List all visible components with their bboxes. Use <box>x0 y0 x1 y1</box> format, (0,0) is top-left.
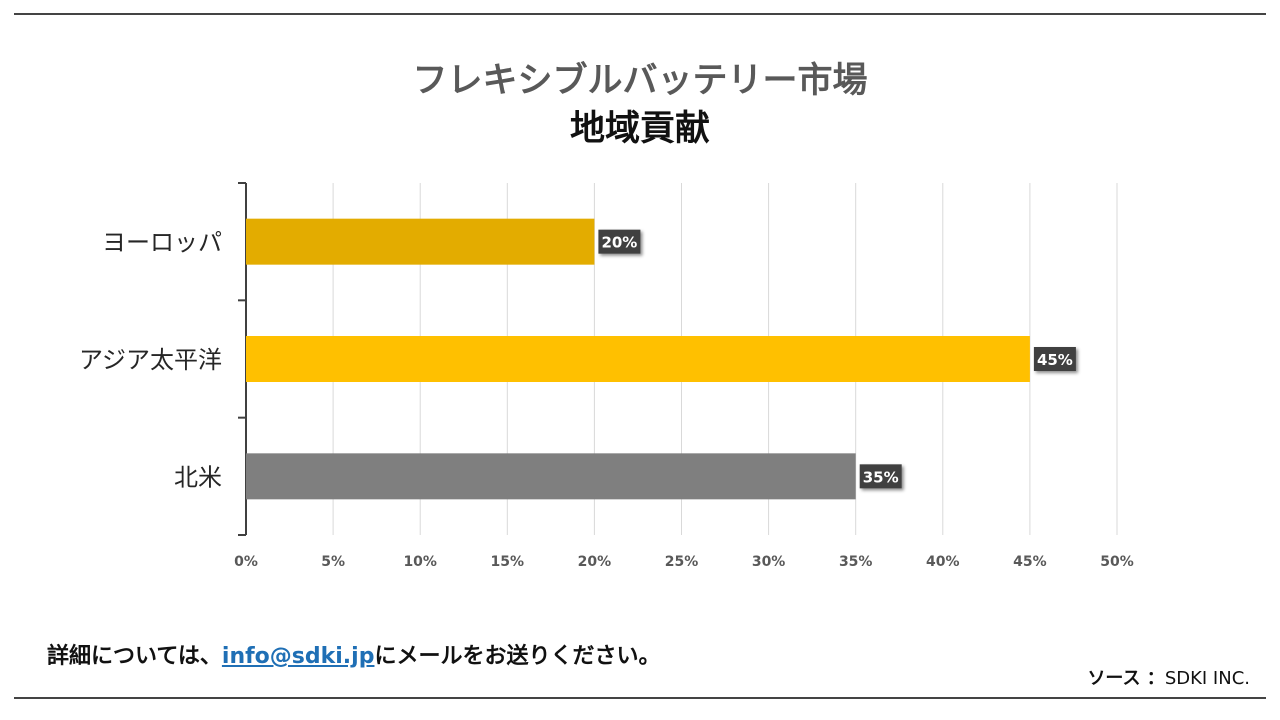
footer-prefix: 詳細については、 <box>47 644 222 669</box>
x-tick-label: 25% <box>665 554 699 570</box>
x-tick-label: 0% <box>234 554 258 570</box>
data-label: 20% <box>601 234 637 252</box>
x-tick-label: 40% <box>926 554 960 570</box>
bar-chart: 0% 5% 10% 15% 20% 25% 30% 35% 40% 45% 50% ヨーロッパ 20% ア… <box>79 182 1134 570</box>
bottom-rule <box>14 697 1266 699</box>
x-tick-label: 15% <box>491 554 525 570</box>
top-rule <box>14 13 1266 15</box>
data-label-box <box>1033 347 1076 371</box>
x-tick-label: 30% <box>752 554 786 570</box>
footer-contact: 詳細については、info@sdki.jpにメールをお送りください。 <box>47 638 660 670</box>
x-tick-label: 45% <box>1013 554 1047 570</box>
data-label: 45% <box>1037 351 1073 369</box>
source-label: ソース ： <box>1087 668 1165 689</box>
data-label-box <box>859 464 902 489</box>
x-tick-label: 50% <box>1100 554 1134 570</box>
footer-suffix: にメールをお送りください。 <box>374 644 661 669</box>
category-label: ヨーロッパ <box>102 229 222 257</box>
source-credit: ソース ：SDKI INC. <box>1087 664 1250 690</box>
bar <box>246 336 1030 382</box>
chart-title: フレキシブルバッテリー市場 <box>412 61 868 101</box>
x-tick-label: 5% <box>321 554 345 570</box>
bar <box>246 453 856 500</box>
data-label-box <box>598 229 641 254</box>
data-label: 35% <box>863 468 899 486</box>
category-label: 北米 <box>174 463 222 491</box>
chart-subtitle: 地域貢献 <box>569 109 710 149</box>
bar <box>246 218 595 265</box>
email-link[interactable]: info@sdki.jp <box>221 644 375 669</box>
x-tick-label: 35% <box>839 554 873 570</box>
source-value: SDKI INC. <box>1164 668 1250 689</box>
category-label: アジア太平洋 <box>79 346 222 374</box>
x-tick-label: 20% <box>578 554 612 570</box>
x-tick-label: 10% <box>403 554 437 570</box>
